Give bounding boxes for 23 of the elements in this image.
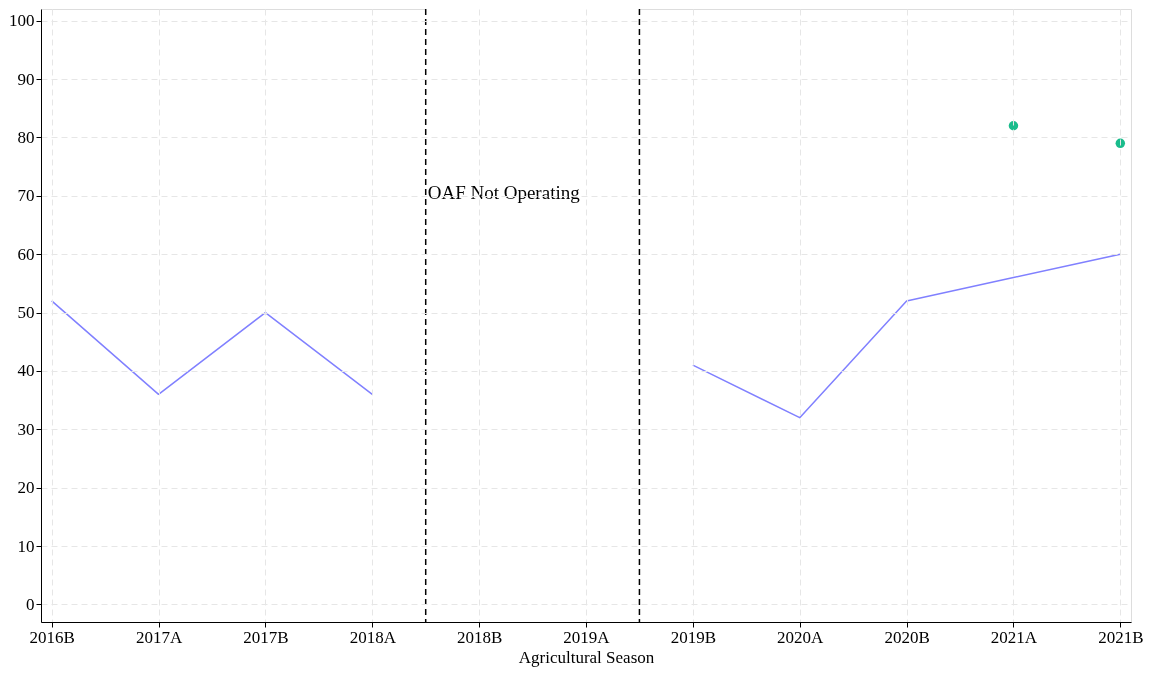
x-tick-label: 2021B xyxy=(1098,627,1144,647)
y-tick-label: 70 xyxy=(17,186,35,206)
y-tick-label: 50 xyxy=(17,303,35,323)
y-tick-label: 90 xyxy=(17,69,35,89)
x-tick-label: 2019A xyxy=(563,627,611,647)
y-tick-label: 0 xyxy=(26,594,35,614)
x-tick-label: 2020A xyxy=(777,627,825,647)
x-axis-title: Agricultural Season xyxy=(518,647,655,667)
y-tick-label: 40 xyxy=(17,361,35,381)
x-tick-label: 2016B xyxy=(29,627,75,647)
x-tick-label: 2017A xyxy=(135,627,183,647)
y-tick-label: 60 xyxy=(17,244,35,264)
x-tick-label: 2018A xyxy=(349,627,397,647)
x-tick-label: 2018B xyxy=(456,627,503,647)
x-tick-label: 2021A xyxy=(990,627,1038,647)
y-tick-label: 30 xyxy=(17,419,35,439)
x-tick-label: 2019B xyxy=(670,627,717,647)
y-tick-label: 10 xyxy=(17,536,35,556)
x-tick-label: 2020B xyxy=(884,627,930,647)
x-tick-label: 2017B xyxy=(243,627,289,647)
y-tick-label: 80 xyxy=(17,127,35,147)
y-tick-label: 100 xyxy=(9,11,35,31)
y-tick-label: 20 xyxy=(17,478,35,498)
